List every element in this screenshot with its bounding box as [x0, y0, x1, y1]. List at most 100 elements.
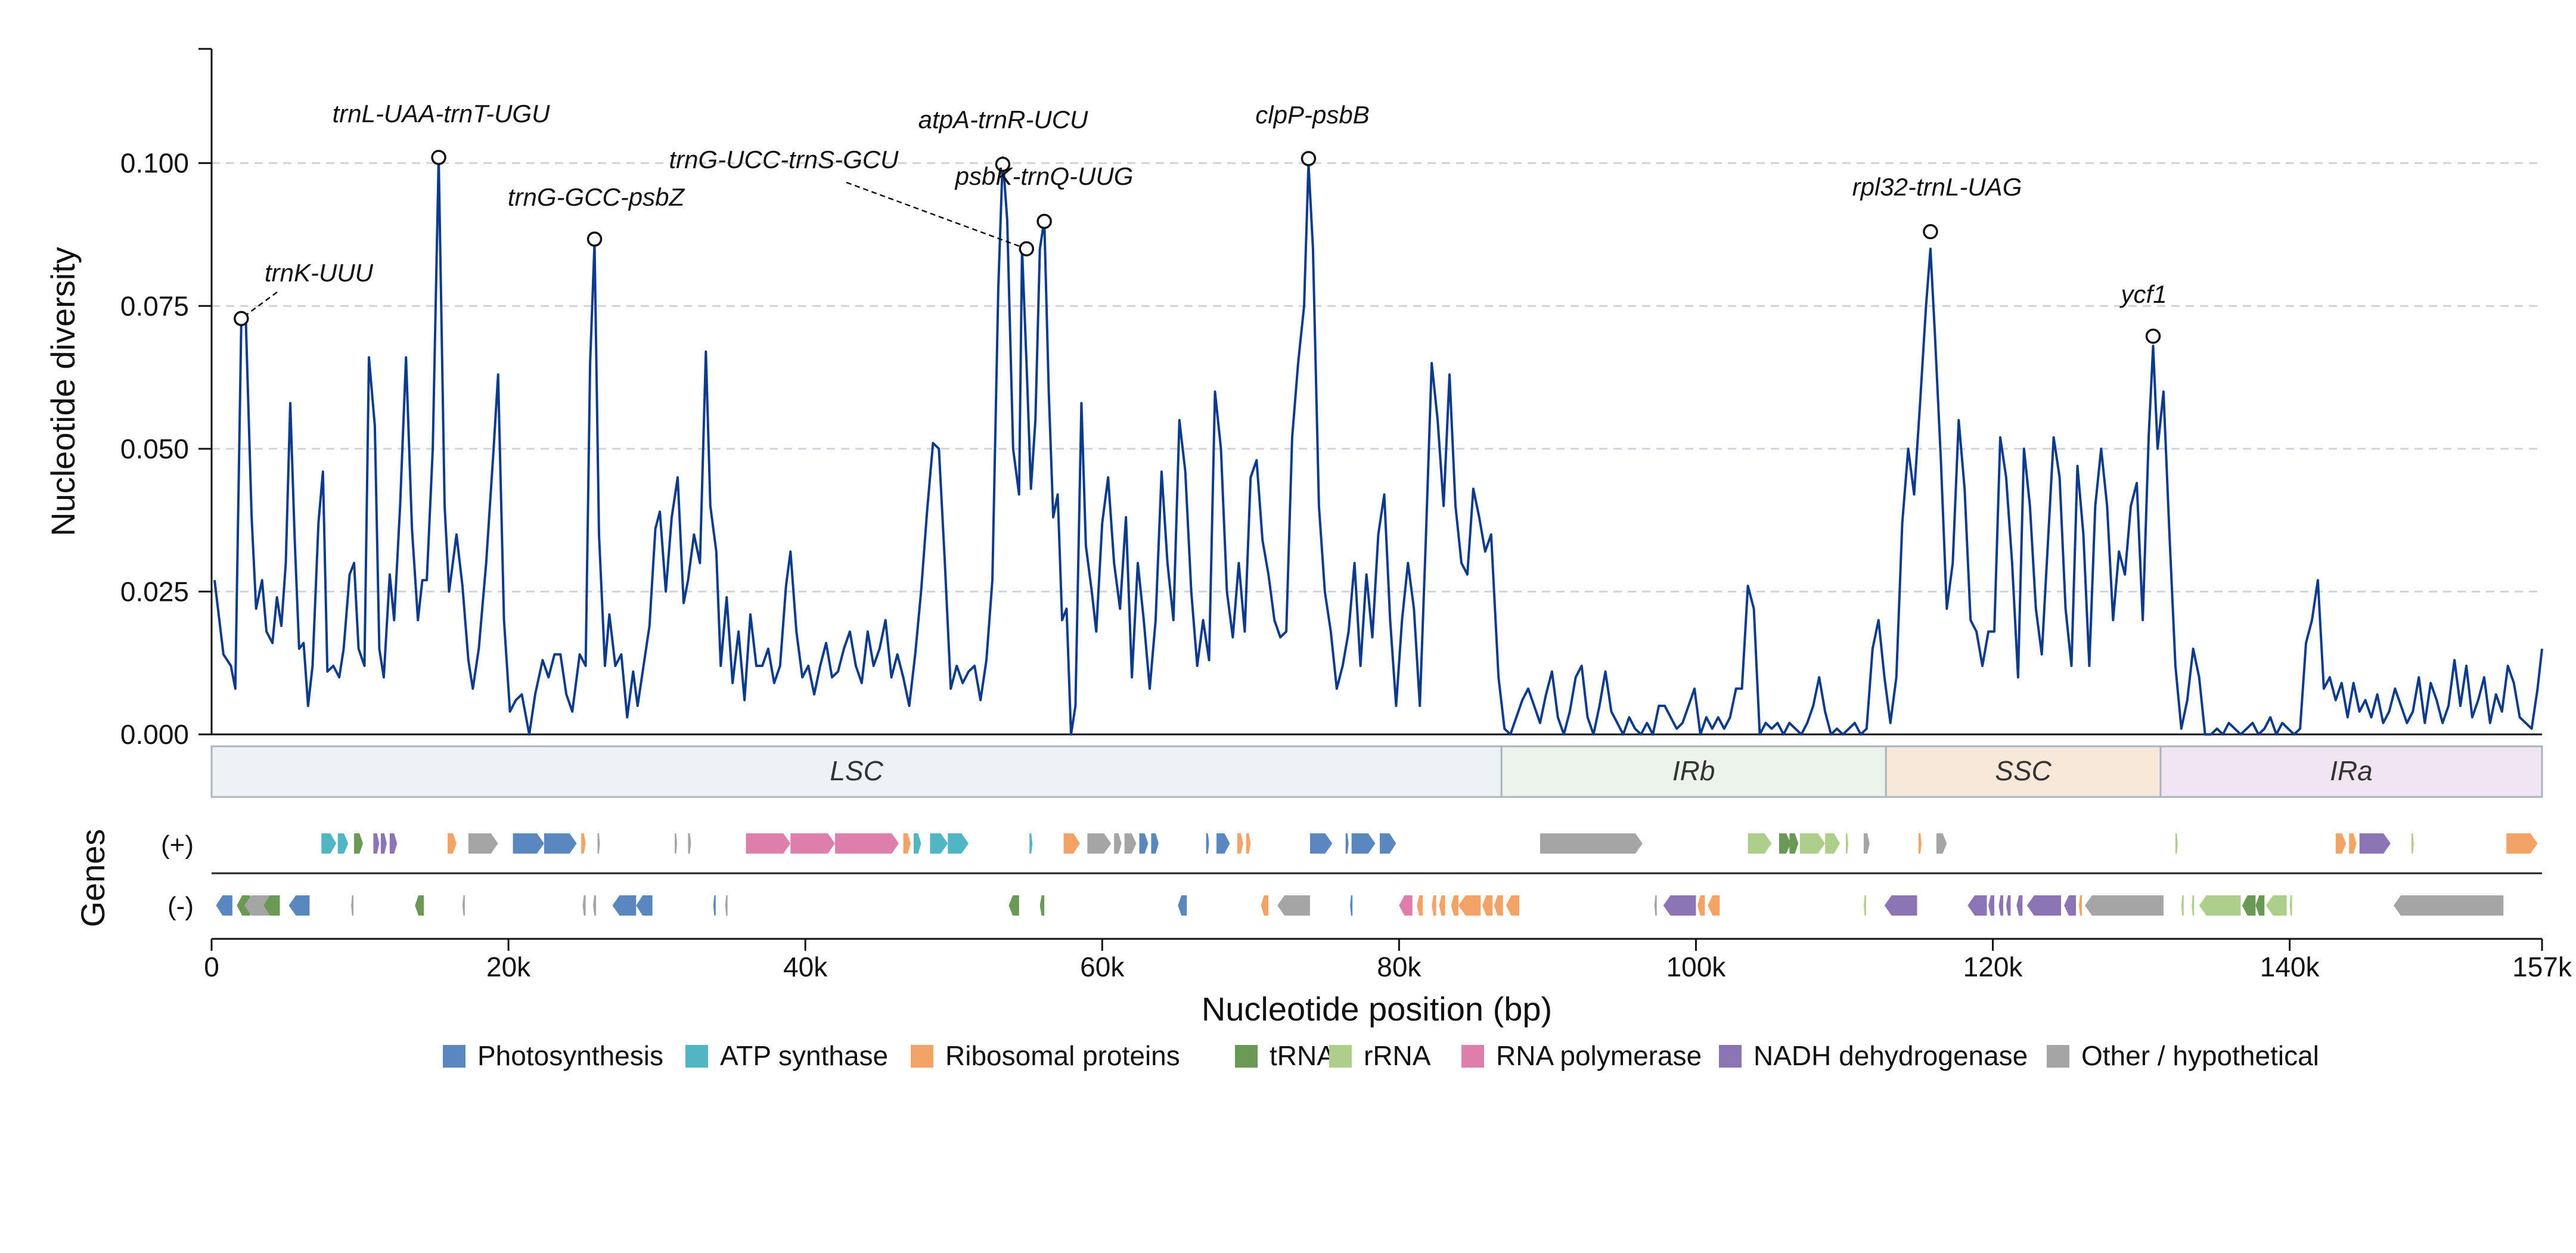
gene-feature	[1919, 833, 1922, 854]
peak-label: trnG-UCC-trnS-GCU	[669, 145, 899, 173]
gene-feature	[462, 895, 465, 916]
gene-feature	[675, 833, 678, 854]
genes-track: Genes (+) (-)	[74, 829, 2542, 928]
legend-label: ATP synthase	[720, 1040, 888, 1071]
gene-feature	[1863, 895, 1866, 916]
gene-feature	[288, 895, 310, 916]
gene-feature	[2175, 833, 2178, 854]
peak-label: ycf1	[2119, 280, 2167, 308]
gene-feature	[468, 833, 498, 854]
gene-feature	[913, 833, 921, 854]
gene-feature	[415, 895, 424, 916]
gene-feature	[1482, 895, 1493, 916]
gene-feature	[216, 895, 232, 916]
gene-feature	[2192, 895, 2195, 916]
gene-feature	[1206, 833, 1209, 854]
peak-marker	[586, 231, 603, 247]
gene-feature	[1779, 833, 1791, 854]
gene-feature	[447, 833, 457, 854]
gene-feature	[636, 895, 653, 916]
gene-feature	[263, 895, 280, 916]
gene-feature	[1845, 833, 1848, 854]
gene-feature	[2359, 833, 2391, 854]
gene-feature	[2255, 895, 2265, 916]
gene-feature	[1708, 895, 1720, 916]
gene-feature	[1309, 833, 1333, 854]
y-tick-label: 0.100	[120, 148, 189, 179]
legend-swatch	[911, 1045, 933, 1068]
gene-feature	[1114, 833, 1122, 854]
region-block	[1885, 745, 2162, 798]
gene-feature	[2411, 833, 2414, 854]
gene-feature	[612, 895, 637, 916]
peak-label: rpl32-trnL-UAG	[1852, 173, 2022, 201]
gene-feature	[2335, 833, 2347, 854]
region-label: LSC	[830, 755, 883, 786]
gene-feature	[834, 833, 899, 854]
gene-feature	[1008, 895, 1019, 916]
gene-feature	[2006, 895, 2011, 916]
x-tick-label: 100k	[1666, 951, 1727, 982]
x-tick-label: 20k	[486, 951, 531, 982]
gene-feature	[597, 833, 600, 854]
gene-feature	[1379, 833, 1396, 854]
y-axis: 0.000 0.025 0.050 0.075 0.100	[120, 48, 2542, 750]
gene-feature	[1237, 833, 1243, 854]
gene-feature	[582, 895, 586, 916]
gene-feature	[1151, 833, 1159, 854]
x-tick-label: 120k	[1963, 951, 2023, 982]
gene-feature	[1697, 895, 1705, 916]
legend: Photosynthesis ATP synthase Ribosomal prot…	[443, 1040, 2319, 1071]
gene-feature	[688, 833, 691, 854]
plus-strand-label: (+)	[161, 830, 194, 860]
x-axis-title: Nucleotide position (bp)	[1202, 990, 1552, 1028]
gene-feature	[1345, 833, 1349, 854]
legend-swatch	[443, 1045, 465, 1068]
region-block	[1500, 745, 1887, 798]
gene-feature	[2393, 895, 2504, 916]
region-label: SSC	[1995, 755, 2052, 786]
gene-feature	[746, 833, 791, 854]
gene-feature	[2016, 895, 2023, 916]
legend-label: NADH dehydrogenase	[1753, 1040, 2028, 1071]
x-tick-label: 0	[204, 951, 219, 982]
x-tick-label: 157k	[2512, 951, 2572, 982]
y-tick-label: 0.075	[120, 290, 189, 321]
gene-feature	[2349, 833, 2357, 854]
gene-feature	[1663, 895, 1696, 916]
gene-feature	[1458, 895, 1481, 916]
gene-feature	[2078, 895, 2082, 916]
diversity-line	[213, 156, 2543, 736]
gene-feature	[1825, 833, 1841, 854]
y-tick-label: 0.025	[120, 576, 189, 607]
gene-feature	[1789, 833, 1799, 854]
peak-marker	[2145, 328, 2161, 344]
x-tick-label: 80k	[1377, 951, 1422, 982]
gene-feature	[354, 833, 364, 854]
gene-feature	[1277, 895, 1310, 916]
peak-marker	[234, 311, 249, 327]
x-tick-label: 140k	[2260, 951, 2320, 982]
gene-feature	[1967, 895, 1987, 916]
gene-feature	[380, 833, 387, 854]
y-tick-label: 0.000	[120, 719, 189, 750]
gene-feature	[1494, 895, 1503, 916]
peak-marker	[431, 150, 446, 165]
peak-marker	[1019, 241, 1035, 257]
region-label: IRb	[1672, 755, 1715, 786]
gene-feature	[351, 895, 354, 916]
gene-feature	[1246, 833, 1251, 854]
gene-feature	[1139, 833, 1149, 854]
gene-feature	[1451, 895, 1458, 916]
peak-label: atpA-trnR-UCU	[918, 106, 1088, 134]
gene-feature	[1063, 833, 1080, 854]
gene-feature	[544, 833, 577, 854]
gene-feature	[1417, 895, 1423, 916]
gene-feature	[513, 833, 544, 854]
legend-label: Other / hypothetical	[2081, 1040, 2319, 1071]
genes-track-label: Genes	[74, 829, 111, 928]
gene-feature	[1799, 833, 1826, 854]
peak-label: trnG-GCC-psbZ	[508, 183, 685, 211]
gene-feature	[1988, 895, 1995, 916]
